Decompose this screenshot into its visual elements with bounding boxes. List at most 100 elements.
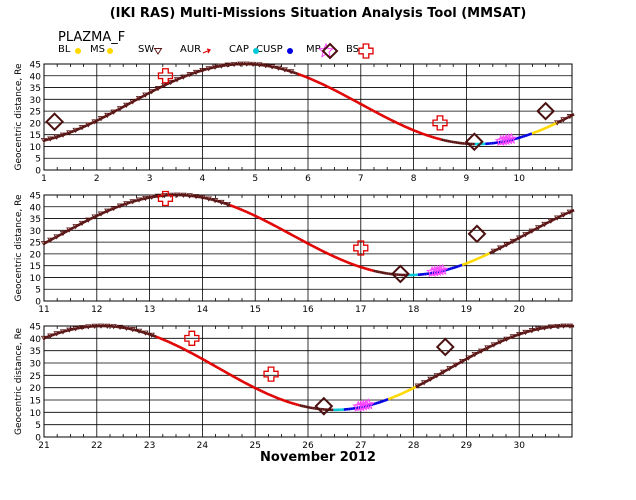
sw-marker: [243, 61, 250, 67]
y-tick-label: 20: [30, 119, 42, 129]
sw-marker: [110, 109, 117, 115]
sw-marker: [180, 74, 187, 80]
y-axis-label: Geocentric distance, Re: [14, 194, 24, 301]
orbit-segment: [279, 227, 284, 232]
sw-marker: [135, 95, 143, 102]
orbit-segment: [303, 240, 307, 244]
x-tick-label: 21: [38, 441, 49, 451]
orbit-segment: [535, 129, 539, 134]
legend-item-ms: MS: [90, 44, 105, 55]
sw-marker: [560, 212, 567, 218]
orbit-segment: [351, 262, 355, 267]
orbit-segment: [296, 72, 300, 76]
spacecraft-name: PLAZMA_F: [58, 30, 126, 45]
orbit-segment: [400, 123, 404, 127]
orbit-segment: [484, 253, 489, 257]
orbit-segment: [89, 121, 94, 125]
x-tick-label: 23: [144, 441, 155, 451]
sw-marker: [446, 366, 453, 372]
sw-marker: [59, 329, 67, 335]
sw-marker: [135, 328, 143, 334]
y-tick-label: 25: [30, 239, 41, 249]
orbit-segment: [174, 343, 178, 347]
orbit-segment: [235, 376, 239, 381]
y-tick-label: 45: [30, 61, 41, 71]
orbit-segment: [370, 108, 375, 113]
orbit-segment: [362, 104, 366, 108]
orbit-segment: [372, 109, 377, 114]
orbit-segment: [250, 212, 254, 217]
orbit-segment: [410, 128, 415, 132]
sw-marker: [66, 227, 73, 233]
orbit-segment: [191, 352, 195, 356]
sw-marker: [522, 329, 529, 336]
sw-marker: [97, 211, 105, 217]
x-tick-label: 17: [355, 305, 366, 315]
sw-marker: [268, 64, 276, 70]
legend-item-sw: SW: [138, 44, 155, 55]
orbit-segment: [159, 337, 163, 341]
x-tick-label: 26: [302, 441, 314, 451]
sw-marker: [496, 245, 504, 251]
orbit-segment: [514, 137, 518, 141]
sw-marker: [490, 248, 498, 254]
orbit-segment: [408, 127, 412, 131]
orbit-segment: [233, 375, 237, 380]
orbit-segment: [288, 232, 292, 236]
sw-marker: [116, 324, 124, 330]
orbit-segment: [297, 403, 300, 407]
legend-symbol-bl: [75, 48, 81, 54]
orbit-segment: [343, 259, 347, 263]
panel-3: 0 5 10 15 20 25 30 35 40 45 21 22 23 24 25 26 27 28 29 30 Ge…: [14, 323, 575, 451]
orbit-segment: [298, 237, 303, 242]
sw-marker: [129, 327, 136, 333]
orbit-segment: [155, 335, 159, 339]
orbit-segment: [282, 398, 286, 402]
orbit-segment: [552, 122, 556, 126]
orbit-segment: [313, 79, 317, 83]
sw-marker: [180, 192, 187, 198]
orbit-segment: [168, 340, 172, 344]
y-tick-label: 30: [30, 96, 42, 106]
orbit-segment: [220, 368, 225, 373]
sw-marker: [47, 237, 54, 243]
orbit-segment: [153, 334, 157, 338]
orbit-segment: [571, 208, 575, 213]
sw-marker: [262, 63, 269, 69]
orbit-segment: [322, 249, 326, 254]
bs-crossing-marker: [358, 43, 374, 59]
orbit-segment: [296, 236, 301, 241]
sw-marker: [47, 333, 54, 339]
orbit-segment: [256, 215, 260, 220]
marker-dot: [253, 48, 259, 54]
y-tick-label: 35: [30, 347, 41, 357]
legend-item-bl: BL: [58, 44, 71, 55]
diamond-marker: [435, 337, 455, 357]
orbit-segment: [161, 337, 165, 342]
orbit-segment: [419, 131, 423, 135]
orbit-segment: [258, 216, 263, 221]
orbit-segment: [277, 397, 282, 401]
orbit-segment: [550, 123, 554, 127]
sw-marker: [123, 325, 130, 331]
orbit-segment: [337, 256, 341, 261]
legend-item-cap: CAP: [229, 44, 249, 55]
sw-marker: [471, 352, 479, 358]
orbit-segment: [203, 359, 208, 363]
orbit-segment: [163, 338, 168, 343]
orbit-segment: [275, 396, 279, 400]
sw-marker: [167, 79, 174, 86]
sw-marker: [414, 383, 422, 389]
sw-marker: [496, 339, 504, 345]
legend-symbol-aur: [202, 48, 211, 54]
star-marker: [436, 263, 449, 275]
orbit-segment: [320, 248, 324, 253]
orbit-segment: [432, 135, 436, 139]
y-axis-label: Geocentric distance, Re: [14, 63, 24, 170]
orbit-segment: [453, 265, 457, 270]
sw-marker: [72, 224, 79, 230]
orbit-segment: [345, 94, 349, 99]
orbit-segment: [514, 333, 518, 338]
orbit-segment: [286, 69, 290, 73]
orbit-segment: [362, 266, 366, 270]
